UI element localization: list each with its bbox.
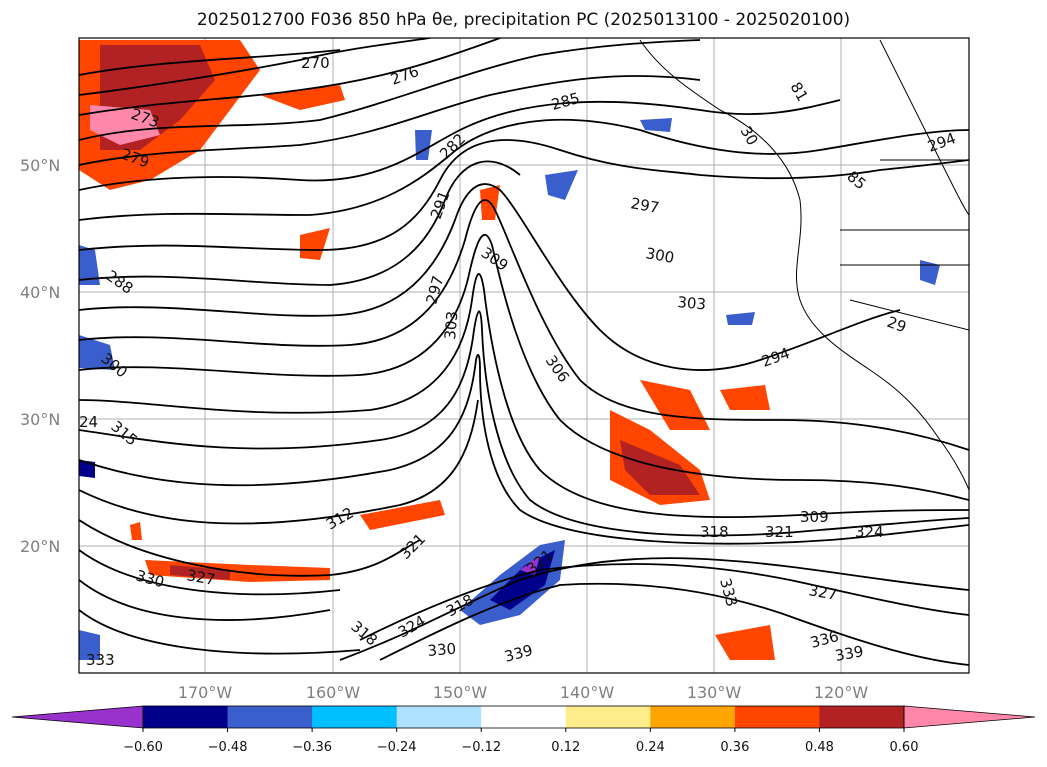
colorbar-extend-low — [11, 705, 144, 729]
colorbar-segment — [734, 706, 820, 728]
contour-label: 309 — [800, 508, 829, 526]
lon-label-160w: 160°W — [306, 683, 361, 702]
contour-label: 327 — [807, 581, 838, 604]
coastline — [639, 39, 969, 491]
lat-label-40n: 40°N — [20, 283, 60, 302]
colorbar-segment — [650, 706, 736, 728]
lon-label-120w: 120°W — [814, 683, 869, 702]
colorbar-tick-label: −0.12 — [461, 740, 501, 755]
contour-label: 324 — [855, 523, 884, 541]
contour-label: 297 — [629, 194, 660, 217]
precip-positive-nw — [79, 40, 345, 190]
colorbar-segment — [227, 706, 313, 728]
lon-label-140w: 140°W — [560, 683, 615, 702]
contour-label: 333 — [86, 651, 115, 669]
contour-label: 321 — [765, 523, 794, 541]
latitude-labels: 50°N 40°N 30°N 20°N — [20, 156, 60, 556]
theta-e-contours — [79, 38, 969, 666]
longitude-labels: 170°W 160°W 150°W 140°W 130°W 120°W — [178, 683, 869, 702]
contour-label: 330 — [427, 640, 457, 660]
colorbar-segment — [312, 706, 398, 728]
lat-label-50n: 50°N — [20, 156, 60, 175]
colorbar-tick-label: −0.24 — [377, 740, 417, 755]
colorbar-extend-high — [903, 705, 1036, 729]
contour-label: 270 — [301, 54, 330, 72]
map-border — [78, 37, 970, 674]
colorbar-segment — [565, 706, 651, 728]
contour-label: 318 — [700, 523, 729, 541]
colorbar-segment — [481, 706, 567, 728]
lat-label-20n: 20°N — [20, 537, 60, 556]
contour-label: 339 — [834, 642, 865, 665]
colorbar-segment — [143, 706, 229, 728]
colorbar-segment — [396, 706, 482, 728]
lon-label-170w: 170°W — [178, 683, 233, 702]
lon-label-130w: 130°W — [687, 683, 742, 702]
contour-label: 303 — [677, 293, 707, 313]
contour-label: 303 — [441, 310, 461, 340]
colorbar-tick-label: 0.36 — [720, 740, 749, 755]
colorbar-tick-label: −0.36 — [292, 740, 332, 755]
gridlines — [79, 38, 969, 673]
contour-label: 24 — [79, 413, 98, 431]
colorbar: −0.60 −0.48 −0.36 −0.24 −0.12 0.12 0.24 0.36 0.4… — [11, 705, 1036, 755]
lon-label-150w: 150°W — [433, 683, 488, 702]
colorbar-tick-label: 0.48 — [805, 740, 834, 755]
colorbar-tick-label: 0.60 — [890, 740, 919, 755]
map-title: 2025012700 F036 850 hPa θe, precipitatio… — [196, 10, 851, 30]
colorbar-tick-label: −0.60 — [123, 740, 163, 755]
contour-label: 300 — [644, 244, 675, 267]
colorbar-tick-label: 0.24 — [636, 740, 665, 755]
contour-label: 327 — [185, 566, 216, 589]
contour-label: 29 — [885, 313, 909, 336]
colorbar-segment — [819, 706, 905, 728]
colorbar-tick-label: −0.48 — [208, 740, 248, 755]
colorbar-frame — [142, 705, 905, 729]
lat-label-30n: 30°N — [20, 410, 60, 429]
colorbar-tick-label: 0.12 — [551, 740, 580, 755]
